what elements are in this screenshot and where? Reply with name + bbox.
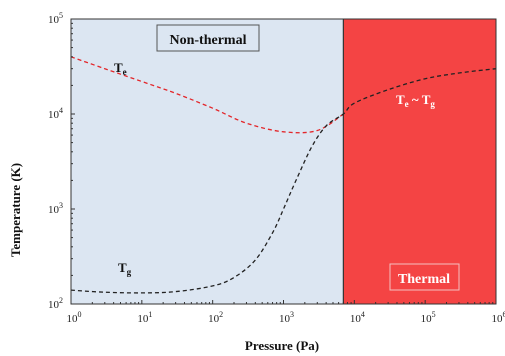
label-tg: Tg	[118, 260, 132, 277]
series-lines	[70, 56, 497, 294]
y-tick-label: 105	[48, 11, 63, 26]
y-tick-label: 102	[48, 296, 63, 311]
label-te-tilde-tg: Te ~ Tg	[396, 92, 435, 109]
x-tick-label: 102	[208, 310, 223, 325]
annotations: Te Tg Te ~ Tg Non-thermal Thermal	[114, 24, 460, 291]
x-tick-label: 106	[492, 310, 505, 325]
x-tick-label: 101	[137, 310, 152, 325]
label-te: Te	[114, 60, 127, 77]
series-line-tg	[70, 68, 497, 294]
region-non-thermal	[71, 19, 344, 304]
thermal-label: Thermal	[398, 272, 450, 287]
non-thermal-label-box: Non-thermal	[156, 24, 260, 52]
non-thermal-box-frame	[156, 24, 260, 52]
x-tick-label: 100	[67, 310, 82, 325]
non-thermal-label: Non-thermal	[170, 33, 247, 48]
regions	[71, 19, 496, 304]
x-tick-label: 103	[279, 310, 294, 325]
x-tick-label: 104	[350, 310, 365, 325]
y-tick-label: 104	[48, 106, 63, 121]
y-tick-label: 103	[48, 201, 63, 216]
thermal-box-frame	[389, 263, 460, 291]
series-line-te	[70, 56, 344, 134]
thermal-label-box: Thermal	[389, 263, 460, 291]
x-axis-title: Pressure (Pa)	[245, 338, 319, 353]
axis-ticks: 100 101 102 103 104 105 106 102 103 104 105	[48, 11, 505, 325]
x-tick-label: 105	[421, 310, 436, 325]
region-thermal	[343, 19, 496, 304]
y-axis-title: Temperature (K)	[8, 163, 23, 257]
